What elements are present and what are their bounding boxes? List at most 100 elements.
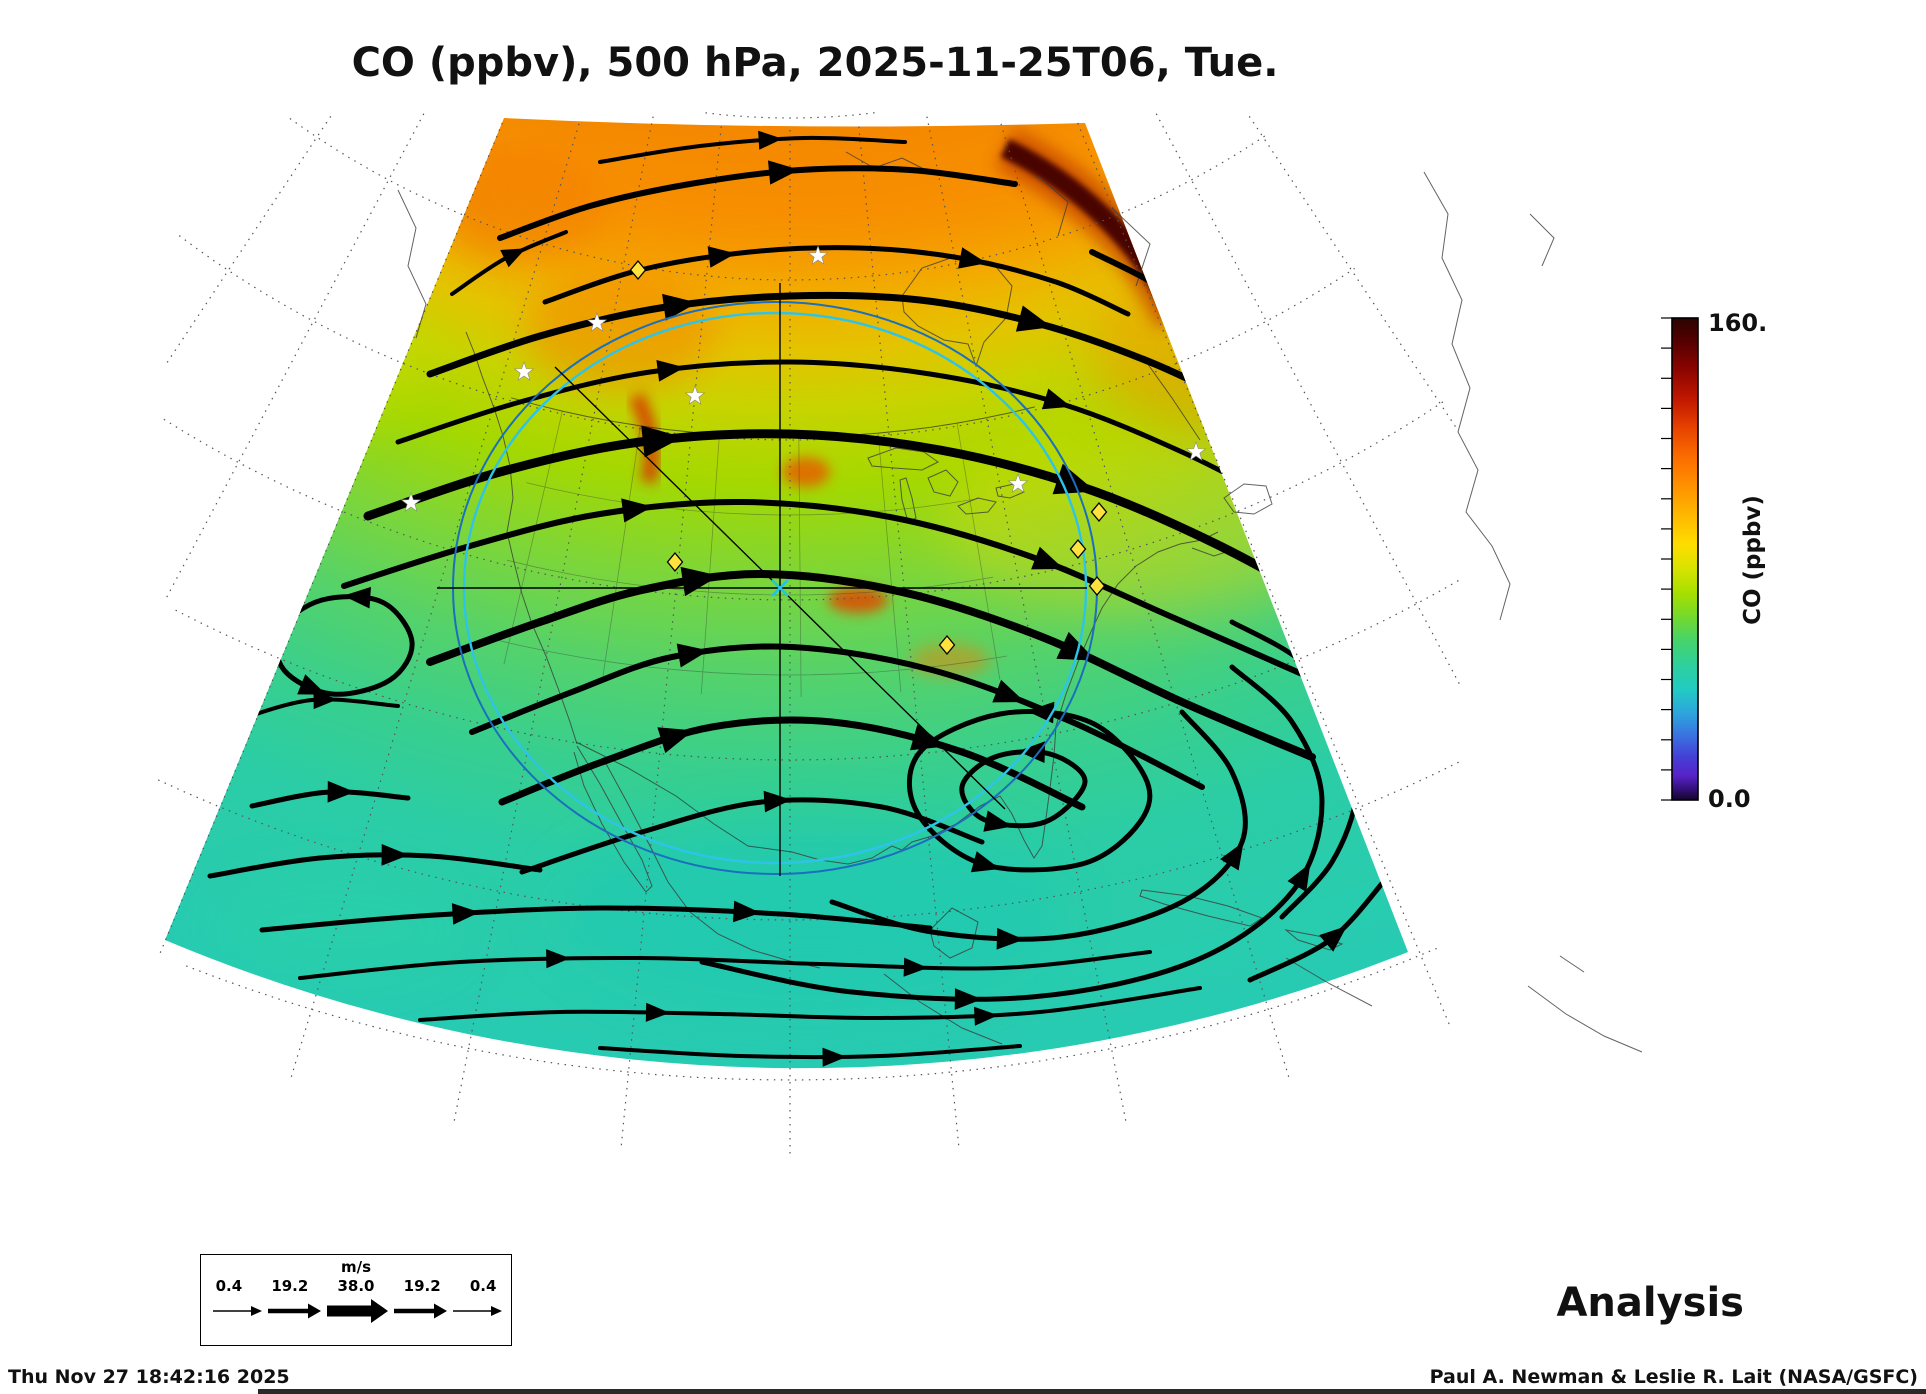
streamline-arrowhead	[996, 927, 1024, 950]
station-markers	[400, 245, 1207, 656]
wind-arrow-scale	[213, 1299, 502, 1323]
star-marker	[586, 312, 608, 332]
streamline-arrowhead	[1015, 305, 1052, 332]
wind-value: 0.4	[215, 1277, 243, 1295]
streamline-arrowhead	[958, 247, 987, 269]
star-marker	[513, 361, 535, 381]
wind-value: 19.2	[271, 1277, 309, 1295]
streamline-arrowhead	[1287, 863, 1311, 892]
star-marker	[1007, 473, 1029, 493]
wind-legend-units: m/s	[340, 1258, 372, 1276]
streamline	[699, 664, 1325, 1002]
diamond-marker	[666, 551, 684, 573]
streamline	[498, 716, 1086, 811]
hudson-bay-arctic	[845, 151, 1201, 441]
streamline-arrowhead	[970, 851, 1000, 873]
star-marker	[1185, 441, 1207, 461]
colorbar-ticks	[1661, 317, 1672, 801]
graticule-grid	[157, 111, 1462, 1155]
streamline-arrowhead	[1346, 761, 1369, 790]
streamline-arrowhead	[381, 844, 409, 866]
margin-coasts	[397, 171, 1643, 1053]
streamline-arrowhead	[983, 810, 1013, 832]
streamline	[259, 905, 933, 933]
streamline	[469, 643, 1205, 790]
wind-value: 0.4	[469, 1277, 497, 1295]
analysis-label: Analysis	[1556, 1280, 1744, 1326]
streamline-arrowhead	[546, 949, 571, 969]
streamline	[363, 429, 1329, 607]
streamline-arrowhead	[954, 988, 982, 1010]
diamond-marker	[1088, 575, 1106, 597]
credit-text: Paul A. Newman & Leslie R. Lait (NASA/GS…	[1429, 1366, 1918, 1388]
streamline-arrowhead	[1319, 925, 1347, 952]
streamline-arrowhead	[763, 790, 792, 813]
streamline-arrowhead	[903, 957, 928, 977]
streamline-arrowhead	[676, 643, 709, 668]
diamond-marker	[1090, 501, 1108, 523]
streamline	[426, 569, 1316, 761]
streamline-arrowhead	[733, 900, 761, 923]
streamline-arrowhead	[1151, 275, 1184, 303]
streamline-arrowhead	[662, 293, 698, 321]
run-timestamp: Thu Nov 27 18:42:16 2025	[8, 1366, 290, 1388]
streamline-arrowhead	[657, 727, 694, 754]
colorbar-max: 160.	[1708, 309, 1767, 337]
coastlines	[397, 151, 1643, 1053]
streamline	[906, 709, 1153, 873]
streamline-arrowhead	[313, 690, 338, 710]
wind-speed-legend: m/s 0.4 19.2 38.0 19.2 0.4	[200, 1254, 512, 1346]
colorbar-axis-label: CO (ppbv)	[1740, 495, 1766, 625]
streamline-arrowhead	[910, 724, 946, 751]
chart-title: CO (ppbv), 500 hPa, 2025-11-25T06, Tue.	[351, 40, 1279, 86]
streamline-arrowhead	[822, 1047, 847, 1067]
streamline-arrowhead	[758, 130, 783, 150]
streamline-arrowhead	[656, 360, 685, 382]
streamline	[207, 852, 543, 879]
streamline-arrowhead	[641, 425, 683, 458]
streamline-arrowhead	[1017, 741, 1046, 763]
streamline	[598, 135, 907, 164]
streamline-arrowhead	[768, 160, 800, 185]
star-marker	[807, 245, 829, 265]
diamond-marker	[938, 634, 956, 656]
streamline-arrowhead	[1026, 701, 1055, 724]
colorbar-min: 0.0	[1708, 785, 1751, 813]
center-mark	[771, 579, 789, 597]
diamond-marker	[1069, 538, 1087, 560]
range-ring-and-crosshair	[437, 283, 1098, 876]
streamline-arrowhead	[1031, 546, 1064, 570]
state-lines	[487, 411, 1008, 698]
window-edge-strip	[258, 1389, 1926, 1394]
colorbar: 160. 0.0 CO (ppbv)	[1661, 309, 1767, 813]
streamline	[829, 709, 1248, 942]
streamline-arrowhead	[297, 674, 327, 695]
streamline	[298, 950, 1152, 980]
streamline-arrowhead	[327, 780, 355, 803]
streamline-arrowhead	[621, 498, 653, 523]
streamline-arrowhead	[680, 566, 720, 597]
streamline-arrowhead	[992, 679, 1025, 703]
streamline-arrowhead	[343, 586, 371, 609]
streamline	[418, 986, 1202, 1022]
streamline	[598, 1044, 1022, 1060]
wind-legend-values: 0.4 19.2 38.0 19.2 0.4	[201, 1277, 511, 1295]
wind-value: 19.2	[403, 1277, 441, 1295]
colorbar-gradient	[1671, 317, 1699, 801]
wind-streamlines	[207, 130, 1388, 1067]
caribbean-central-america	[883, 889, 1344, 1045]
us-mexico-border	[575, 741, 793, 853]
streamline-arrowhead	[500, 248, 526, 268]
streamline-arrowhead	[707, 246, 736, 268]
streamline-arrowhead	[974, 1006, 999, 1026]
streamline-arrowhead	[1220, 841, 1244, 871]
star-marker	[684, 385, 706, 405]
diamond-marker	[629, 259, 647, 281]
streamline	[519, 797, 985, 875]
streamline	[497, 165, 1018, 241]
streamline-arrowhead	[1056, 631, 1097, 661]
wind-value: 38.0	[337, 1277, 375, 1295]
wind-arrows	[213, 1299, 502, 1323]
